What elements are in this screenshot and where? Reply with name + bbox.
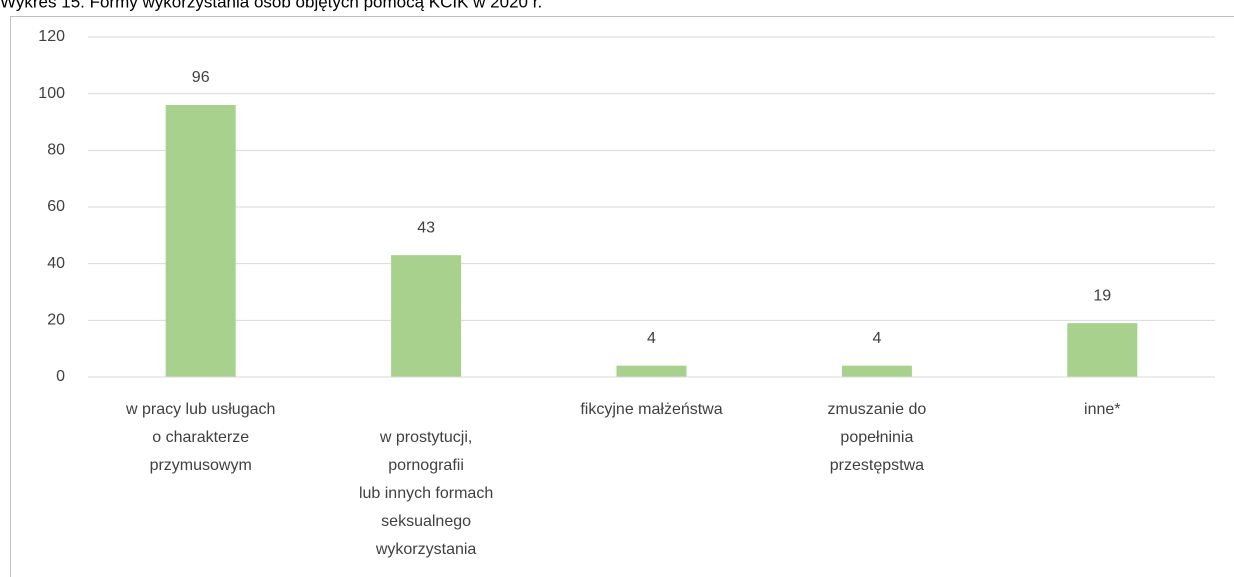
y-tick-label: 100 (38, 85, 65, 102)
y-tick-label: 40 (47, 255, 65, 272)
bar (1067, 323, 1138, 377)
data-label: 43 (417, 219, 435, 236)
x-tick-label: w pracy lub usługach o charakterze przymus… (125, 401, 275, 474)
x-tick-label: zmuszanie do popełninia przestępstwa (828, 401, 927, 474)
y-tick-label: 120 (38, 28, 65, 45)
x-tick-label: fikcyjne małżeństwa (580, 401, 722, 418)
chart-title: Wykres 15. Formy wykorzystania osób obję… (0, 0, 542, 11)
bar (616, 365, 687, 377)
bar (391, 255, 462, 377)
x-tick-label: inne* (1084, 401, 1120, 418)
bar (165, 105, 236, 377)
y-tick-label: 20 (47, 312, 65, 329)
y-tick-label: 0 (56, 368, 65, 385)
x-tick-label: w prostytucji, pornografii lub innych form… (359, 429, 493, 558)
y-tick-label: 80 (47, 142, 65, 159)
data-label: 96 (192, 69, 210, 86)
data-label: 4 (872, 330, 881, 347)
bar (841, 365, 912, 377)
data-label: 4 (647, 330, 656, 347)
data-label: 19 (1093, 287, 1111, 304)
chart-border (10, 16, 1234, 577)
y-tick-label: 60 (47, 198, 65, 215)
